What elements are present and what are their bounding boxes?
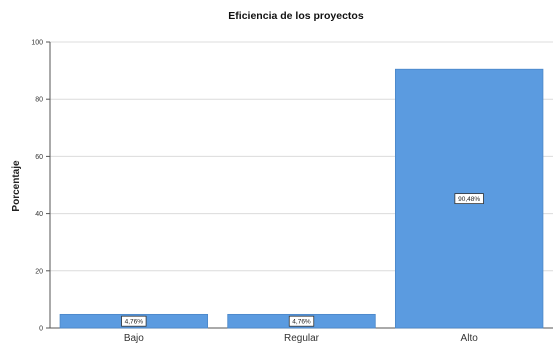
data-label: 90,48%	[458, 196, 480, 203]
x-tick-label: Regular	[284, 333, 320, 344]
data-label-box	[454, 193, 484, 205]
chart-title: Eficiencia de los proyectos	[228, 10, 364, 22]
y-tick-label: 100	[31, 40, 43, 47]
data-label: 4,76%	[292, 318, 311, 325]
y-axis-label: Porcentaje	[11, 160, 22, 212]
y-tick-label: 40	[35, 211, 43, 218]
y-tick-label: 60	[35, 154, 43, 161]
x-tick-label: Alto	[461, 333, 479, 344]
data-label-box	[121, 315, 147, 327]
data-label-box	[288, 315, 315, 327]
y-tick-label: 80	[35, 97, 43, 104]
data-label: 4,76%	[125, 318, 144, 325]
x-tick-label: Bajo	[124, 333, 144, 344]
data-labels: 4,76% 4,76% 90,48%	[121, 193, 484, 327]
y-tick-label: 20	[35, 268, 43, 275]
y-tick-label: 0	[39, 326, 43, 333]
